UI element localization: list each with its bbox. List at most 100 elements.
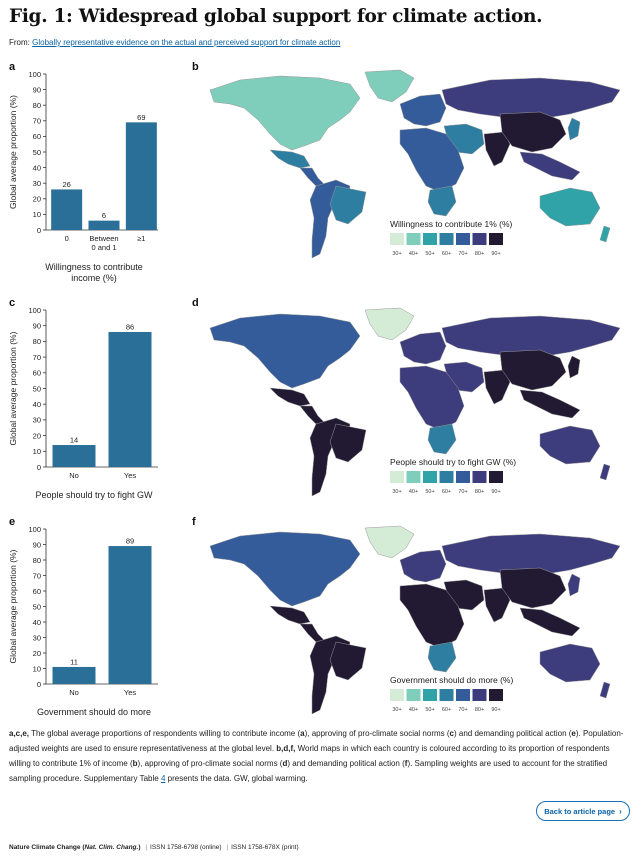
caption-text: The global average proportions of respon… [29,729,301,738]
legend-swatch [489,689,503,701]
y-tick-label: 80 [33,337,41,346]
legend-label: 70+ [458,251,467,257]
legend-label: 30+ [392,489,401,495]
footer-issn-print: ISSN 1758-678X (print) [231,844,299,851]
legend-swatch [406,233,421,245]
bar-value-label: 69 [137,113,145,122]
legend-swatch [456,233,470,245]
bar [52,666,96,684]
y-tick-label: 40 [33,400,41,409]
legend-label: 50+ [425,251,434,257]
region-brazil [329,423,367,463]
y-tick-label: 30 [33,179,41,188]
x-tick-label: Yes [124,471,136,480]
region-europe [399,93,447,127]
map-land [209,525,621,715]
region-brazil [329,641,367,681]
bar-value-label: 14 [70,436,78,445]
bar [125,122,157,230]
region-saf [427,423,457,455]
bar-chart-e: 0 10 20 30 40 50 60 70 80 90 100 Global average pro… [8,525,158,717]
region-mexico [269,387,311,407]
figure-title: Fig. 1: Widespread global support for cl… [9,6,543,27]
legend-label: 40+ [409,489,418,495]
legend-swatch [439,471,454,483]
panel-letter-f: f [192,516,196,528]
caption-ref: b [132,759,138,768]
bar-value-label: 86 [126,322,134,331]
x-tick-label: 0 [65,234,69,243]
x-axis-label: income (%) [71,273,117,283]
caption-text: ). Sampling weights are used to account … [9,759,608,783]
region-mexico [269,149,311,169]
y-tick-label: 80 [33,101,41,110]
region-na [209,313,361,389]
y-tick-label: 90 [33,540,41,549]
y-tick-label: 0 [37,463,41,472]
world-map-b: Willingness to contribute 1% (%) 30+ 40+ 50… [209,69,621,259]
panel-letter-a: a [9,61,16,73]
source-line: From: Globally representative evidence o… [9,38,340,47]
bar [108,331,152,467]
map-land [209,307,621,497]
source-article-link[interactable]: Globally representative evidence on the … [32,38,341,47]
x-tick-label: No [69,471,79,480]
caption-ref: a [300,729,305,738]
legend-swatch [406,471,421,483]
legend-swatch [423,689,437,701]
legend-swatch [472,471,487,483]
region-australia [539,425,601,465]
legend-label: 70+ [458,489,467,495]
region-australia [539,187,601,227]
y-tick-label: 90 [33,85,41,94]
bar-value-label: 89 [126,537,134,546]
region-saf [427,641,457,673]
y-tick-label: 40 [33,163,41,172]
map-legend-title: Willingness to contribute 1% (%) [390,219,513,229]
y-tick-label: 20 [33,431,41,440]
region-nz [599,225,611,243]
world-map-d: People should try to fight GW (%) 30+ 40+ 5… [209,307,621,497]
region-russia [441,77,621,119]
region-na [209,531,361,607]
legend-swatch [489,233,503,245]
legend-swatch [472,233,487,245]
region-na [209,75,361,151]
caption-letters-bdf: b,d,f, [276,744,296,753]
y-tick-label: 50 [33,384,41,393]
y-tick-label: 10 [33,664,41,673]
region-russia [441,533,621,575]
page-footer: Nature Climate Change (Nat. Clim. Chang.… [9,844,299,851]
region-china [499,111,567,153]
y-tick-label: 70 [33,571,41,580]
legend-swatch [456,471,470,483]
back-to-article-button[interactable]: Back to article page › [536,801,630,821]
region-seasia [519,151,581,181]
y-tick-label: 40 [33,618,41,627]
region-ca [299,405,325,425]
legend-swatch [390,689,404,701]
bar [108,546,152,684]
supplementary-table-link[interactable]: 4 [160,774,166,783]
back-button-label: Back to article page [544,806,616,816]
y-tick-label: 60 [33,369,41,378]
y-tick-label: 20 [33,195,41,204]
region-nz [599,463,611,481]
region-europe [399,549,447,583]
region-australia [539,643,601,683]
caption-ref: d [282,759,288,768]
y-tick-label: 60 [33,132,41,141]
region-china [499,349,567,391]
y-tick-label: 60 [33,587,41,596]
map-legend-title: Government should do more (%) [390,675,513,685]
caption-text: ) and demanding political action ( [454,729,572,738]
y-tick-label: 10 [33,447,41,456]
region-russia [441,315,621,357]
legend-swatch [472,689,487,701]
y-axis-label: Global average proportion (%) [8,95,18,209]
region-seasia [519,607,581,637]
chevron-right-icon: › [619,806,622,816]
y-tick-label: 100 [28,70,41,79]
legend-label: 60+ [442,489,451,495]
region-mexico [269,605,311,625]
